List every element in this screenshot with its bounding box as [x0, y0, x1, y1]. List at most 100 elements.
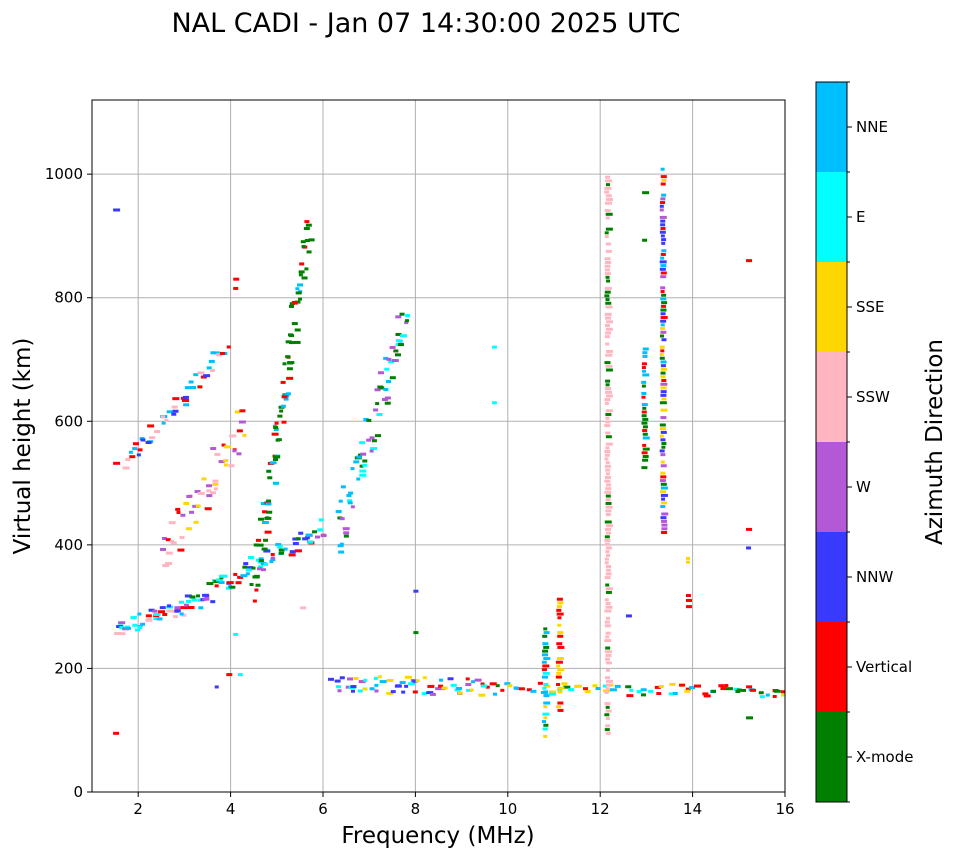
echo-point	[171, 405, 178, 409]
echo-point	[193, 520, 199, 524]
echo-point	[556, 664, 561, 668]
echo-point	[283, 547, 288, 551]
echo-point	[189, 510, 195, 514]
echo-point	[357, 689, 363, 693]
echo-point	[261, 547, 268, 551]
echo-point	[605, 435, 612, 439]
echo-point	[557, 634, 564, 638]
echo-point	[338, 550, 345, 554]
echo-point	[656, 692, 662, 696]
echo-point	[480, 682, 485, 686]
echo-point	[435, 687, 440, 691]
echo-point	[429, 692, 436, 696]
echo-point	[138, 625, 143, 629]
echo-point	[167, 604, 172, 608]
echo-point	[689, 686, 696, 690]
echo-point	[337, 544, 344, 548]
echo-point	[295, 287, 300, 291]
echo-point	[557, 623, 562, 627]
echo-point	[343, 531, 350, 535]
x-tick-label: 2	[133, 800, 143, 818]
echo-point	[736, 688, 742, 692]
echo-point	[181, 613, 187, 617]
echo-point	[353, 460, 360, 464]
colorbar-segment	[816, 262, 847, 352]
echo-point	[456, 687, 463, 691]
echo-point	[412, 690, 418, 694]
echo-point	[165, 538, 171, 542]
echo-point	[654, 685, 661, 689]
echo-point	[346, 493, 352, 497]
echo-point	[113, 208, 121, 212]
echo-point	[605, 390, 613, 394]
echo-point	[140, 438, 146, 442]
echo-point	[606, 553, 611, 557]
echo-point	[210, 447, 217, 451]
echo-point	[256, 543, 264, 547]
echo-point	[360, 452, 367, 456]
echo-point	[214, 452, 221, 456]
echo-point	[279, 409, 284, 413]
colorbar-segment	[816, 172, 847, 262]
echo-point	[120, 632, 126, 636]
echo-point	[605, 227, 613, 231]
echo-point	[636, 690, 642, 694]
echo-point	[391, 359, 399, 363]
echo-point	[158, 610, 166, 614]
echo-point	[293, 340, 301, 344]
echo-point	[495, 684, 500, 688]
echo-point	[248, 555, 255, 559]
echo-point	[605, 513, 611, 517]
echo-point	[746, 716, 754, 720]
echo-point	[226, 345, 231, 349]
echo-point	[258, 565, 264, 569]
echo-point	[395, 339, 402, 343]
echo-point	[356, 455, 362, 459]
echo-point	[384, 396, 391, 400]
echo-point	[153, 612, 161, 616]
echo-point	[399, 312, 405, 316]
echo-point	[358, 680, 366, 684]
echo-point	[439, 678, 444, 682]
echo-point	[226, 581, 234, 585]
echo-point	[152, 609, 158, 613]
x-tick-label: 12	[591, 800, 610, 818]
echo-point	[390, 690, 396, 694]
echo-point	[642, 351, 648, 355]
echo-point	[543, 645, 550, 649]
echo-point	[179, 536, 185, 540]
echo-point	[658, 685, 664, 689]
echo-point	[605, 472, 610, 476]
echo-point	[685, 556, 690, 560]
echo-point	[128, 450, 133, 454]
echo-point	[660, 360, 667, 364]
echo-point	[660, 219, 666, 223]
echo-point	[659, 356, 665, 360]
echo-point	[197, 385, 203, 389]
echo-point	[186, 599, 192, 603]
echo-point	[249, 582, 254, 586]
echo-point	[228, 464, 235, 468]
echo-point	[377, 675, 382, 679]
echo-point	[604, 702, 611, 706]
echo-point	[262, 510, 268, 514]
echo-point	[605, 468, 611, 472]
echo-point	[542, 671, 550, 675]
echo-point	[393, 349, 399, 353]
echo-point	[162, 612, 168, 616]
echo-point	[183, 501, 190, 505]
echo-point	[210, 491, 217, 495]
echo-point	[604, 713, 610, 717]
echo-point	[339, 676, 345, 680]
echo-point	[221, 443, 226, 447]
plot-frame	[91, 99, 786, 793]
echo-point	[165, 551, 173, 555]
echo-point	[660, 297, 667, 301]
echo-point	[661, 304, 667, 308]
echo-point	[182, 395, 189, 399]
echo-point	[172, 409, 179, 413]
y-axis-title: Virtual height (km)	[10, 338, 36, 555]
echo-point	[236, 429, 243, 433]
echo-point	[276, 545, 283, 549]
